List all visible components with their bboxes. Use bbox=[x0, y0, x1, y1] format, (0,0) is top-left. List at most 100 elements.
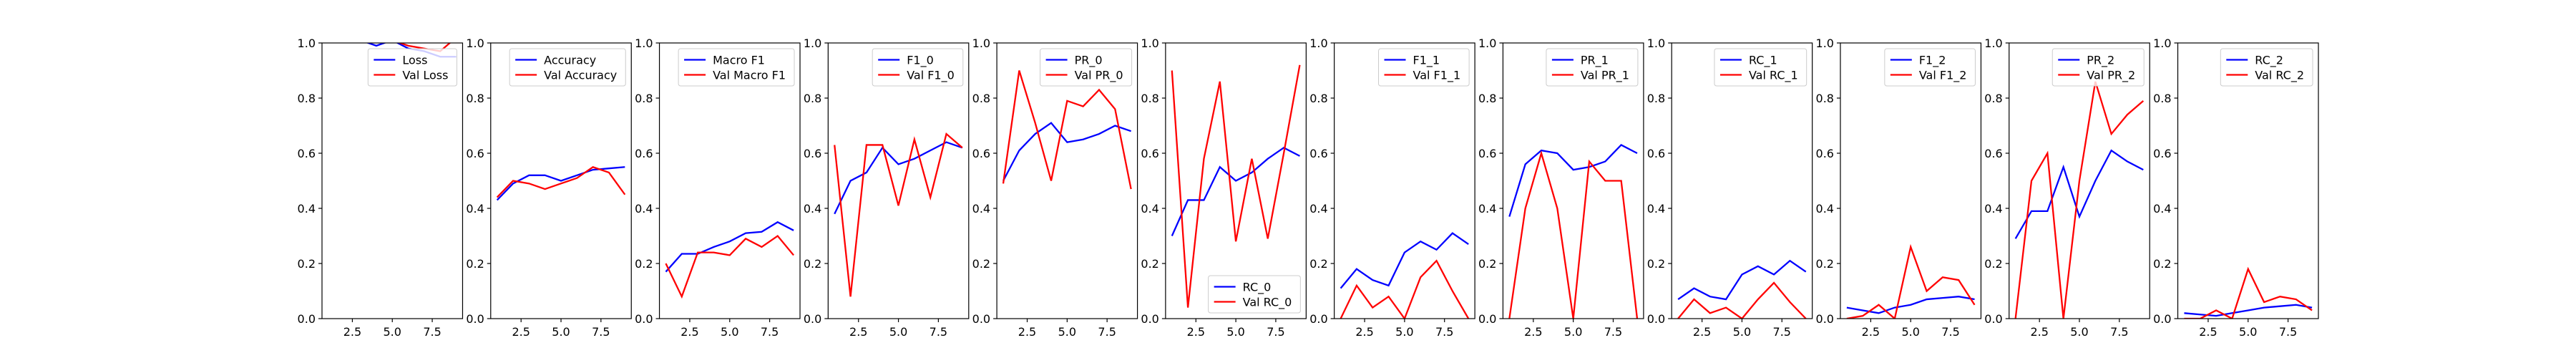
x-tick-label: 7.5 bbox=[1941, 325, 1959, 339]
x-tick-label: 2.5 bbox=[1693, 325, 1711, 339]
x-tick-label: 7.5 bbox=[1773, 325, 1791, 339]
legend-label: F1_1 bbox=[1413, 54, 1440, 68]
x-tick-label: 7.5 bbox=[2279, 325, 2297, 339]
legend-label: Val Macro F1 bbox=[713, 69, 786, 82]
legend-label: Loss bbox=[402, 54, 427, 67]
y-tick-label: 0.6 bbox=[1141, 147, 1158, 160]
legend-frame bbox=[1040, 48, 1133, 87]
axes-frame bbox=[1502, 42, 1644, 319]
subplot: 0.0 0.2 0.4 0.6 0.8 1.0 2.5 5.0 7.5 Loss Val Loss bbox=[298, 37, 464, 339]
series-line bbox=[1002, 122, 1132, 182]
y-tick-label: 0.2 bbox=[635, 257, 653, 271]
plot-lines bbox=[496, 165, 626, 201]
y-tick-label: 0.6 bbox=[1816, 147, 1834, 160]
series-line bbox=[2014, 81, 2145, 319]
legend-label: Val PR_2 bbox=[2087, 69, 2135, 83]
legend-label: Val PR_1 bbox=[1581, 69, 1629, 83]
series-line bbox=[1846, 243, 1976, 319]
y-tick-label: 0.0 bbox=[1816, 312, 1834, 326]
legend-frame bbox=[678, 48, 795, 87]
series-line bbox=[496, 165, 626, 198]
series-line bbox=[1677, 259, 1807, 301]
series-line bbox=[2184, 266, 2313, 319]
y-tick-label: 0.8 bbox=[1309, 92, 1327, 105]
x-tick-label: 2.5 bbox=[1187, 325, 1205, 339]
x-tick-label: 7.5 bbox=[423, 325, 441, 339]
y-tick-label: 0.4 bbox=[804, 202, 821, 216]
y-tick-label: 0.2 bbox=[466, 257, 484, 271]
axes-frame bbox=[321, 42, 464, 319]
x-tick-label: 5.0 bbox=[1395, 325, 1413, 339]
series-line bbox=[1171, 64, 1301, 308]
legend-frame bbox=[1884, 48, 1976, 87]
series-line bbox=[1508, 150, 1639, 319]
legend-frame bbox=[1546, 48, 1639, 87]
y-tick-label: 0.6 bbox=[1647, 147, 1665, 160]
legend-label: Val F1_1 bbox=[1413, 69, 1461, 83]
series-line bbox=[1002, 70, 1132, 190]
legend-frame bbox=[2220, 48, 2313, 87]
series-line bbox=[1508, 144, 1638, 217]
plot-lines bbox=[834, 132, 963, 297]
axes-frame bbox=[1671, 42, 1813, 319]
y-tick-label: 0.6 bbox=[1984, 147, 2002, 160]
x-tick-label: 7.5 bbox=[1098, 325, 1116, 339]
y-tick-label: 0.0 bbox=[972, 312, 990, 326]
legend-label: RC_1 bbox=[1749, 54, 1777, 68]
y-tick-label: 0.2 bbox=[1984, 257, 2002, 271]
y-tick-label: 0.2 bbox=[972, 257, 990, 271]
legend: Loss Val Loss bbox=[367, 48, 457, 87]
plot-lines bbox=[2014, 81, 2145, 319]
x-tick-label: 5.0 bbox=[1564, 325, 1582, 339]
plot-lines bbox=[366, 43, 457, 58]
y-tick-label: 0.2 bbox=[1478, 257, 1496, 271]
y-tick-label: 0.0 bbox=[1309, 312, 1327, 326]
x-tick-label: 5.0 bbox=[2239, 325, 2257, 339]
y-tick-label: 0.0 bbox=[635, 312, 653, 326]
y-tick-label: 0.2 bbox=[298, 257, 316, 271]
y-tick-label: 0.0 bbox=[1141, 312, 1158, 326]
x-tick-label: 2.5 bbox=[680, 325, 698, 339]
axes-frame bbox=[490, 42, 632, 319]
y-tick-label: 0.4 bbox=[972, 202, 990, 216]
x-tick-label: 5.0 bbox=[1226, 325, 1244, 339]
legend-label: F1_0 bbox=[907, 54, 934, 68]
legend-label: F1_2 bbox=[1919, 54, 1946, 68]
series-line bbox=[397, 43, 452, 52]
x-tick-label: 2.5 bbox=[849, 325, 867, 339]
y-tick-label: 0.4 bbox=[2153, 202, 2171, 216]
y-tick-label: 1.0 bbox=[635, 37, 653, 50]
x-tick-label: 5.0 bbox=[1901, 325, 1919, 339]
x-tick-label: 2.5 bbox=[512, 325, 530, 339]
y-tick-label: 1.0 bbox=[2153, 37, 2171, 50]
x-tick-label: 7.5 bbox=[592, 325, 610, 339]
y-tick-label: 0.0 bbox=[2153, 312, 2171, 326]
axes-frame bbox=[1840, 42, 1982, 319]
legend-frame bbox=[872, 48, 964, 87]
plot-lines bbox=[1846, 243, 1976, 319]
legend-frame bbox=[509, 48, 626, 87]
y-tick-label: 0.4 bbox=[1478, 202, 1496, 216]
series-line bbox=[665, 234, 794, 299]
legend: Macro F1 Val Macro F1 bbox=[678, 48, 795, 87]
y-tick-label: 0.8 bbox=[804, 92, 821, 105]
plot-lines bbox=[2184, 266, 2313, 319]
series-line bbox=[1340, 259, 1470, 319]
y-tick-label: 0.2 bbox=[1816, 257, 1834, 271]
y-tick-label: 0.8 bbox=[1141, 92, 1158, 105]
plot-lines bbox=[1171, 64, 1301, 308]
y-tick-label: 0.4 bbox=[466, 202, 484, 216]
plot-lines bbox=[665, 221, 794, 299]
legend-label: Val Accuracy bbox=[544, 69, 617, 82]
